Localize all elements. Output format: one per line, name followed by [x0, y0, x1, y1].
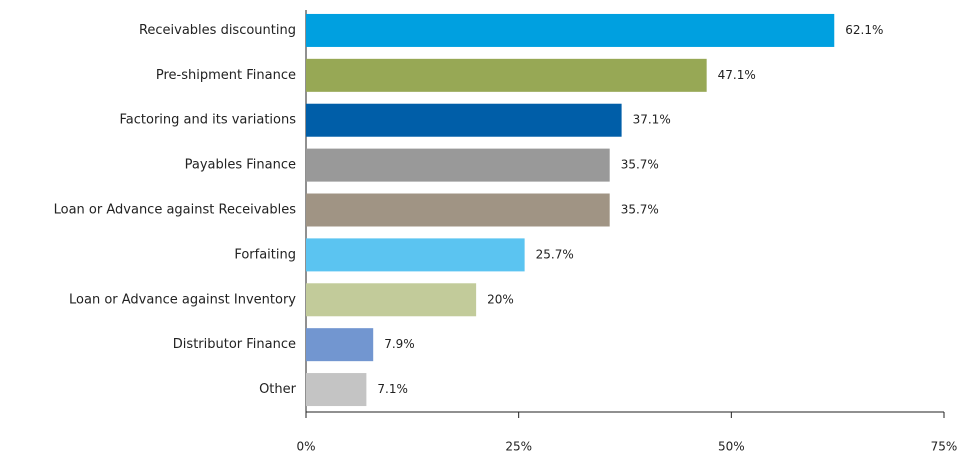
y-tick-label: Other [259, 382, 297, 397]
bar [306, 238, 525, 272]
value-label: 7.1% [377, 382, 408, 396]
value-label: 35.7% [621, 158, 659, 172]
value-label: 35.7% [621, 203, 659, 217]
bar [306, 193, 610, 227]
y-tick-label: Pre-shipment Finance [156, 68, 296, 83]
bar [306, 283, 477, 317]
value-label: 20% [487, 292, 514, 306]
bar [306, 58, 707, 92]
bar [306, 328, 374, 362]
bar [306, 148, 610, 182]
bar [306, 373, 367, 407]
value-label: 62.1% [845, 23, 883, 37]
y-tick-label: Receivables discounting [139, 23, 296, 38]
x-tick-label: 50% [718, 440, 745, 454]
y-tick-label: Loan or Advance against Receivables [54, 203, 297, 218]
y-tick-label: Factoring and its variations [120, 113, 297, 128]
value-label: 25.7% [536, 247, 574, 261]
y-tick-label: Loan or Advance against Inventory [69, 292, 296, 307]
y-tick-label: Payables Finance [185, 158, 296, 173]
bar [306, 13, 835, 47]
value-label: 7.9% [384, 337, 415, 351]
y-tick-label: Forfaiting [234, 247, 296, 262]
value-label: 47.1% [718, 68, 756, 82]
x-tick-label: 25% [505, 440, 532, 454]
x-tick-label: 0% [296, 440, 315, 454]
x-tick-label: 75% [931, 440, 958, 454]
value-label: 37.1% [633, 113, 671, 127]
bar [306, 103, 622, 137]
y-tick-label: Distributor Finance [173, 337, 296, 352]
